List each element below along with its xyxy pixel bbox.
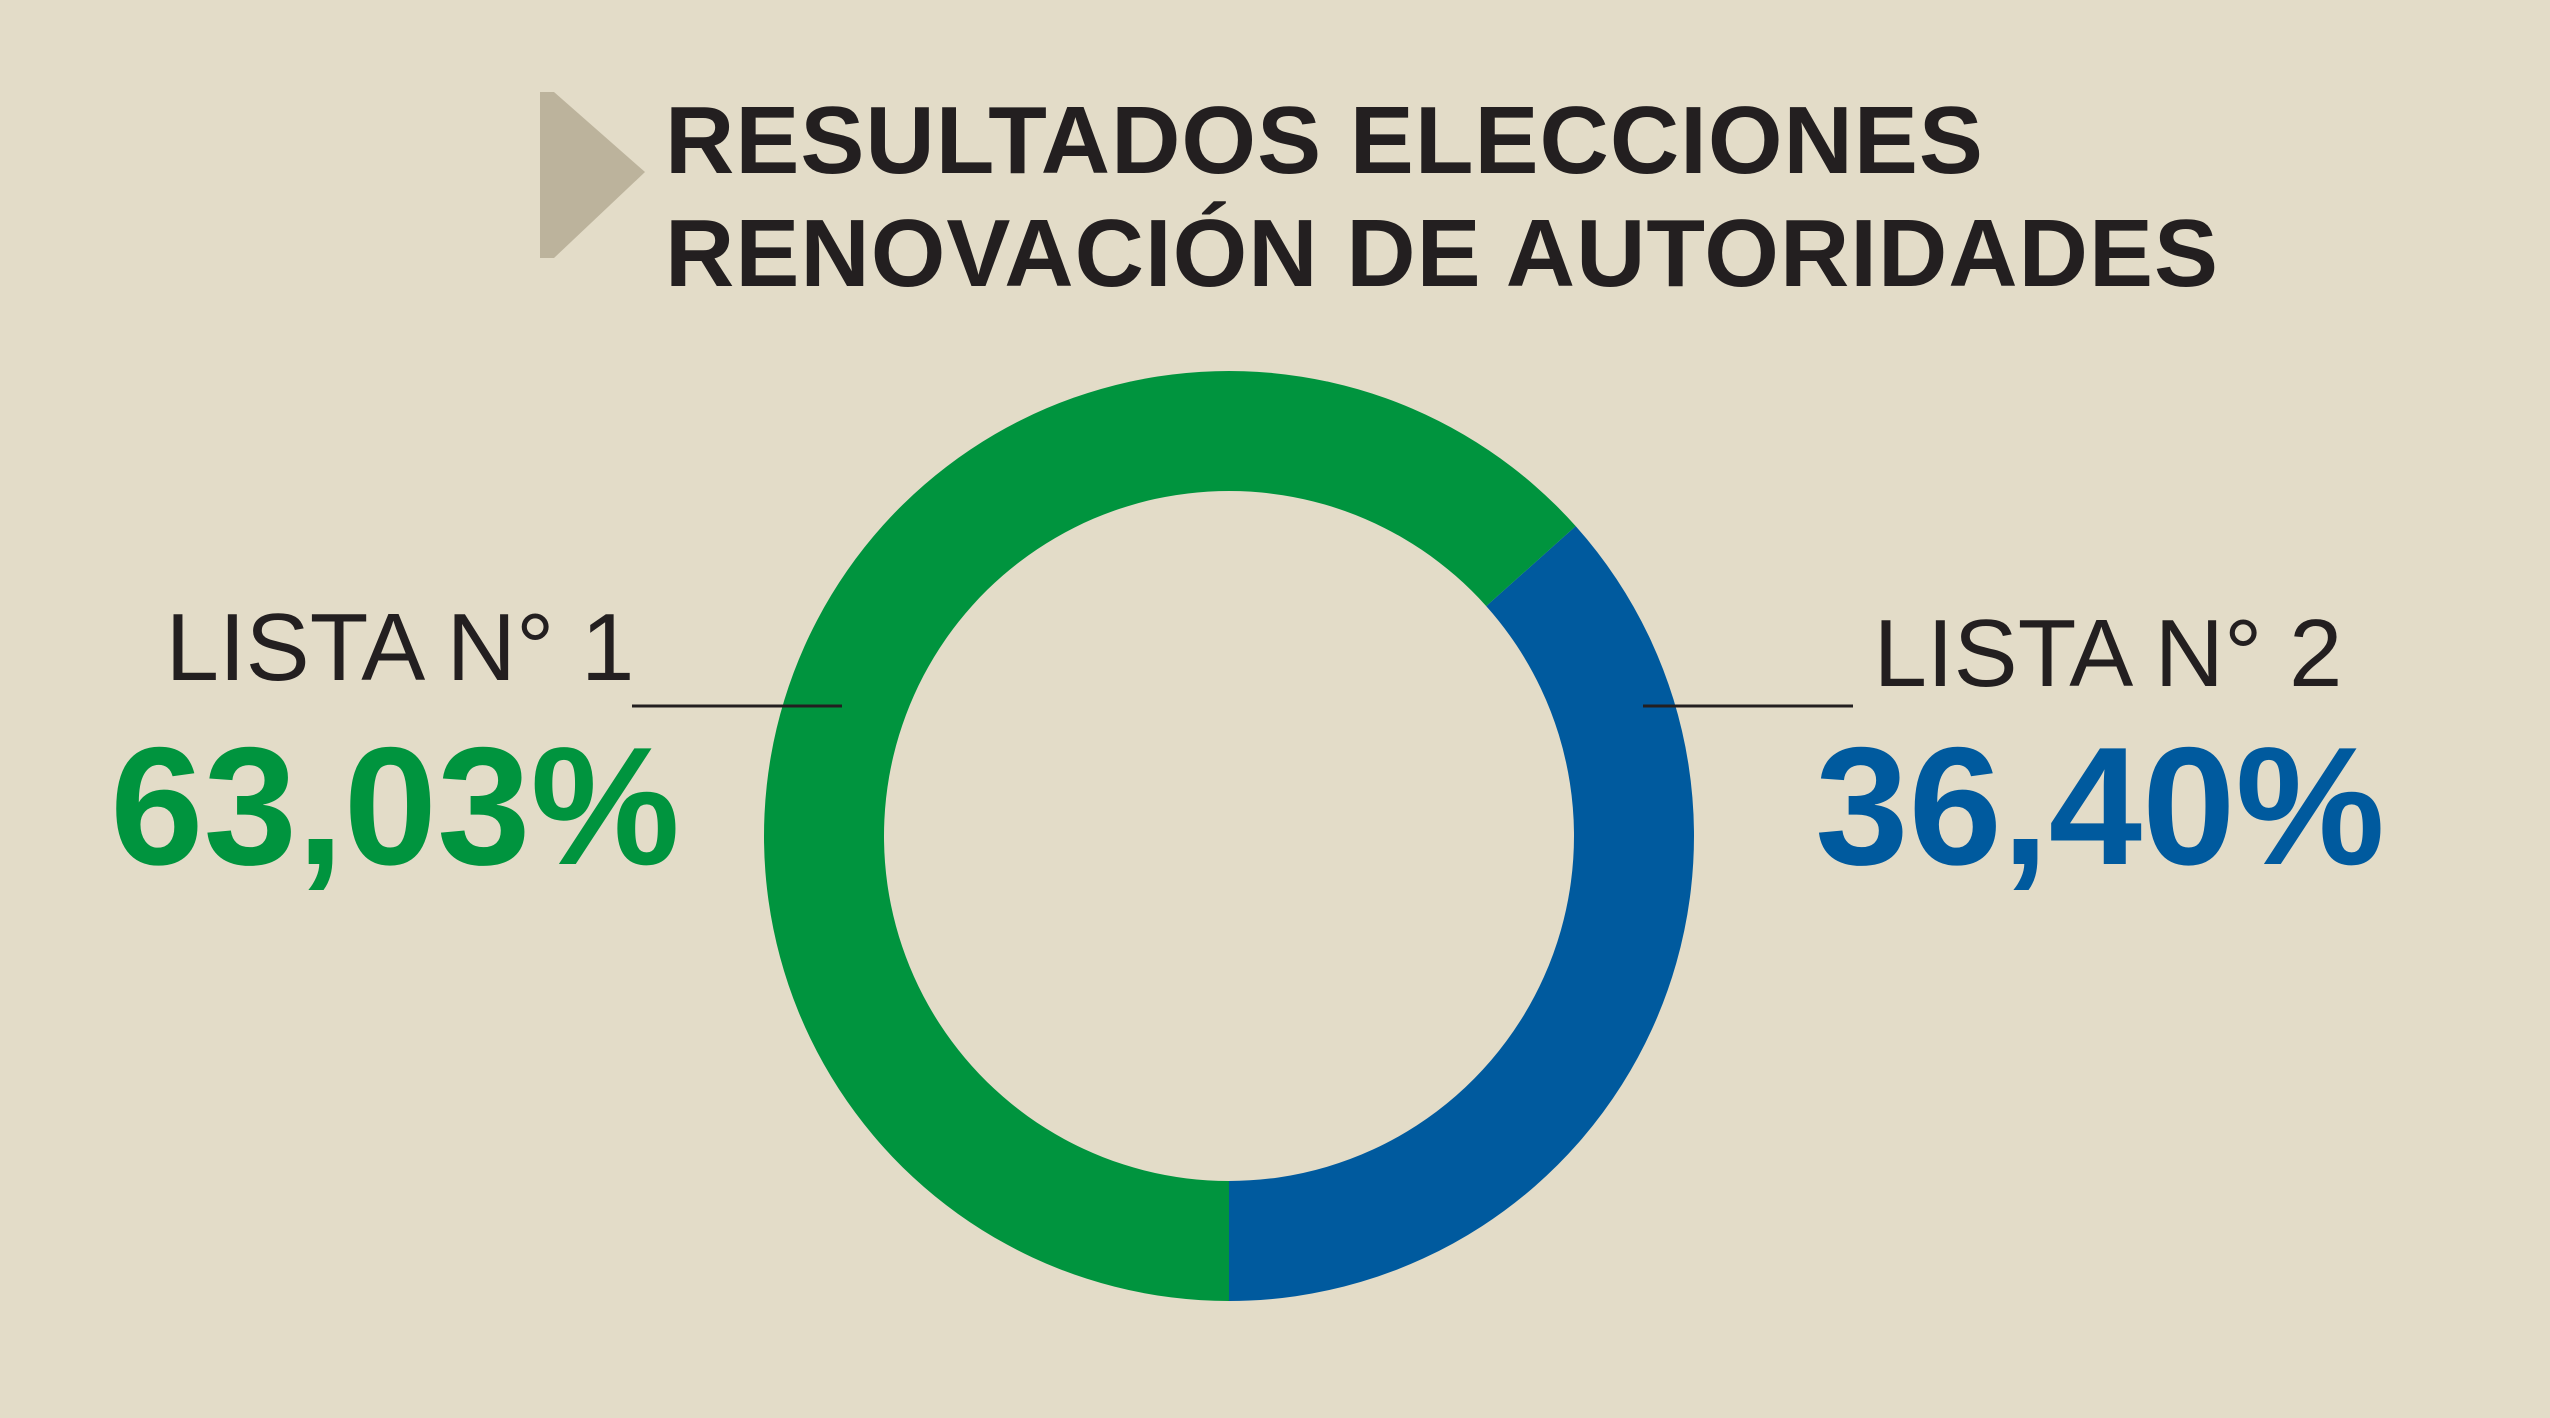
- slice-label-lista-1: LISTA N° 1: [166, 594, 635, 701]
- title-line-2: RENOVACIÓN DE AUTORIDADES: [665, 200, 2220, 307]
- title-line-1: RESULTADOS ELECCIONES: [665, 87, 1984, 194]
- donut-labels: LISTA N° 1 63,03% LISTA N° 2 36,40%: [110, 594, 2385, 900]
- slice-value-lista-1: 63,03%: [110, 712, 680, 900]
- slice-value-lista-2: 36,40%: [1815, 712, 2385, 900]
- chart-title: RESULTADOS ELECCIONES RENOVACIÓN DE AUTO…: [665, 84, 2219, 310]
- slice-label-lista-2: LISTA N° 2: [1874, 600, 2343, 707]
- slice-lista-1: [763, 370, 1576, 1301]
- title-arrow-marker: [540, 92, 645, 258]
- slice-lista-2: [1229, 526, 1694, 1301]
- donut-slices: [763, 370, 1694, 1301]
